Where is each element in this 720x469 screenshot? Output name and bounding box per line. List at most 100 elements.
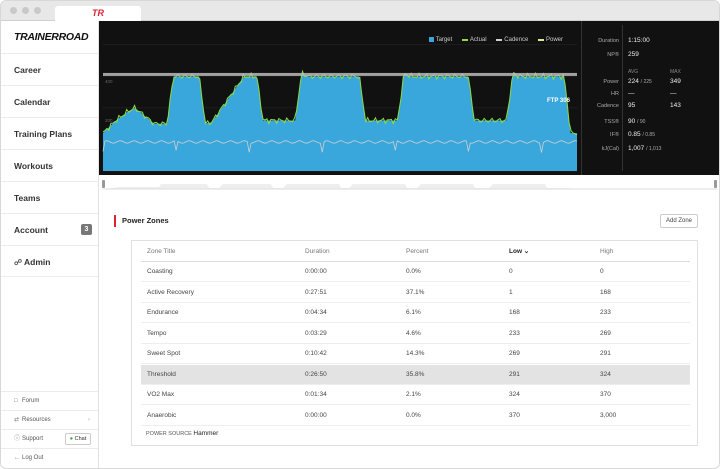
account-badge: 3 bbox=[81, 224, 92, 235]
scrubber-right-handle[interactable] bbox=[714, 180, 717, 188]
table-row[interactable]: Active Recovery 0:27:51 37.1% 1 168 bbox=[141, 283, 690, 303]
zone-title-cell: Endurance bbox=[147, 309, 179, 316]
scrubber-minimap bbox=[103, 184, 717, 190]
column-header-low[interactable]: Low ⌄ bbox=[509, 248, 530, 255]
hr-label: HR bbox=[611, 91, 619, 97]
y-tick-label: 400 bbox=[105, 79, 113, 84]
hr-avg: — bbox=[628, 90, 635, 97]
if-label: IF® bbox=[610, 132, 619, 138]
duration-cell: 0:01:34 bbox=[305, 391, 327, 398]
close-window-dot[interactable] bbox=[10, 7, 17, 14]
trainerroad-logo[interactable]: TRAINERROAD bbox=[14, 31, 89, 43]
duration-cell: 0:00:00 bbox=[305, 268, 327, 275]
if-value: 0.85 / 0.85 bbox=[628, 131, 655, 138]
legend-actual-label: Actual bbox=[469, 37, 487, 44]
power-max: 349 bbox=[670, 78, 681, 85]
low-cell: 370 bbox=[509, 411, 520, 419]
low-cell: 233 bbox=[509, 329, 520, 337]
duration-value: 1:15:00 bbox=[628, 37, 650, 44]
high-cell: 291 bbox=[600, 350, 611, 357]
browser-titlebar: TR bbox=[1, 1, 719, 21]
table-row[interactable]: Threshold 0:26:50 35.8% 291 324 bbox=[141, 364, 690, 385]
add-zone-button[interactable]: Add Zone bbox=[660, 214, 698, 228]
table-row[interactable]: Coasting 0:00:00 0.0% 0 0 bbox=[141, 262, 690, 282]
percent-cell: 37.1% bbox=[406, 288, 425, 296]
zoom-window-dot[interactable] bbox=[34, 7, 41, 14]
sidebar-item-label: Teams bbox=[14, 193, 41, 203]
cadence-line bbox=[102, 140, 578, 153]
percent-cell: 14.3% bbox=[406, 350, 425, 357]
sidebar-footer-resources[interactable]: ⇄ Resources › bbox=[1, 410, 98, 429]
hr-max: — bbox=[670, 90, 677, 97]
help-icon: ⓘ bbox=[14, 436, 21, 442]
percent-cell: 6.1% bbox=[406, 309, 421, 316]
sidebar-item-teams[interactable]: Teams bbox=[1, 181, 98, 213]
np-value: 259 bbox=[628, 51, 639, 58]
power-zones-title: Power Zones bbox=[114, 215, 169, 227]
cadence-max: 143 bbox=[670, 102, 681, 109]
avg-header: AVG bbox=[628, 69, 639, 75]
table-row[interactable]: VO2 Max 0:01:34 2.1% 324 370 bbox=[141, 385, 690, 405]
column-header-duration[interactable]: Duration bbox=[305, 248, 330, 255]
zone-title-cell: VO2 Max bbox=[147, 391, 175, 398]
high-cell: 324 bbox=[600, 370, 611, 378]
support-label: Support bbox=[22, 436, 44, 442]
table-row[interactable]: Sweet Spot 0:10:42 14.3% 269 291 bbox=[141, 344, 690, 364]
percent-cell: 4.6% bbox=[406, 329, 421, 337]
ftp-label: FTP 306 bbox=[547, 98, 570, 104]
scrubber-left-handle[interactable] bbox=[102, 180, 105, 188]
low-cell: 1 bbox=[509, 288, 513, 296]
legend-swatch bbox=[537, 38, 544, 41]
sidebar-item-career[interactable]: Career bbox=[1, 53, 98, 85]
sidebar-item-label: Training Plans bbox=[14, 129, 73, 139]
tab-logo: TR bbox=[92, 8, 104, 18]
low-cell: 0 bbox=[509, 268, 513, 275]
power-zones-panel: Power Zones Add Zone Zone Title Duration… bbox=[114, 207, 710, 447]
sidebar-item-calendar[interactable]: Calendar bbox=[1, 85, 98, 117]
ftp-line bbox=[103, 72, 577, 76]
column-header-zone-title[interactable]: Zone Title bbox=[147, 248, 176, 255]
chat-button[interactable]: ● Chat bbox=[65, 433, 91, 445]
legend-swatch bbox=[428, 37, 434, 42]
lock-icon: ☍ bbox=[14, 258, 23, 267]
high-cell: 3,000 bbox=[600, 411, 617, 419]
power-source: POWER SOURCE Hammer bbox=[146, 430, 218, 437]
minimize-window-dot[interactable] bbox=[22, 7, 29, 14]
sidebar-item-training-plans[interactable]: Training Plans bbox=[1, 117, 98, 149]
forum-label: Forum bbox=[22, 398, 40, 404]
table-row[interactable]: Tempo 0:03:29 4.6% 233 269 bbox=[141, 324, 690, 344]
browser-tab[interactable]: TR bbox=[55, 6, 141, 21]
column-header-high[interactable]: High bbox=[600, 248, 614, 255]
sidebar-footer-support[interactable]: ⓘ Support ● Chat bbox=[1, 429, 98, 448]
main-content: Target Actual Cadence Power 400 200 FTP … bbox=[99, 21, 719, 468]
zone-title-cell: Threshold bbox=[147, 370, 176, 378]
table-row[interactable]: Anaerobic 0:00:00 0.0% 370 3,000 bbox=[141, 406, 690, 426]
sidebar-footer-forum[interactable]: □ Forum bbox=[1, 391, 98, 410]
high-cell: 233 bbox=[600, 309, 611, 316]
duration-cell: 0:00:00 bbox=[305, 411, 327, 419]
low-cell: 168 bbox=[509, 309, 520, 316]
zone-title-cell: Anaerobic bbox=[147, 411, 177, 419]
table-row[interactable]: Endurance 0:04:34 6.1% 168 233 bbox=[141, 303, 690, 323]
timeline-scrubber[interactable] bbox=[99, 177, 719, 191]
column-header-percent[interactable]: Percent bbox=[406, 248, 429, 255]
zone-title-cell: Coasting bbox=[147, 268, 173, 275]
sidebar-footer-logout[interactable]: ← Log Out bbox=[1, 448, 98, 467]
chart-legend: Target Actual Cadence Power bbox=[421, 37, 563, 43]
stats-divider bbox=[622, 25, 623, 171]
np-label: NP® bbox=[607, 52, 619, 58]
power-source-value: Hammer bbox=[193, 430, 219, 437]
sidebar-item-account[interactable]: Account 3 bbox=[1, 213, 98, 245]
duration-cell: 0:27:51 bbox=[305, 288, 327, 296]
legend-cadence-label: Cadence bbox=[504, 37, 529, 44]
target-series-area bbox=[103, 73, 577, 171]
chart-plot[interactable] bbox=[99, 21, 581, 175]
sidebar-item-label: Career bbox=[14, 65, 41, 75]
sidebar-item-admin[interactable]: ☍ Admin bbox=[1, 245, 98, 277]
legend-cadence: Cadence bbox=[496, 37, 528, 43]
sidebar-item-workouts[interactable]: Workouts bbox=[1, 149, 98, 181]
share-icon: ⇄ bbox=[14, 417, 20, 423]
table-header: Zone Title Duration Percent Low ⌄ High bbox=[141, 241, 690, 262]
high-cell: 168 bbox=[600, 288, 611, 296]
low-cell: 324 bbox=[509, 391, 520, 398]
